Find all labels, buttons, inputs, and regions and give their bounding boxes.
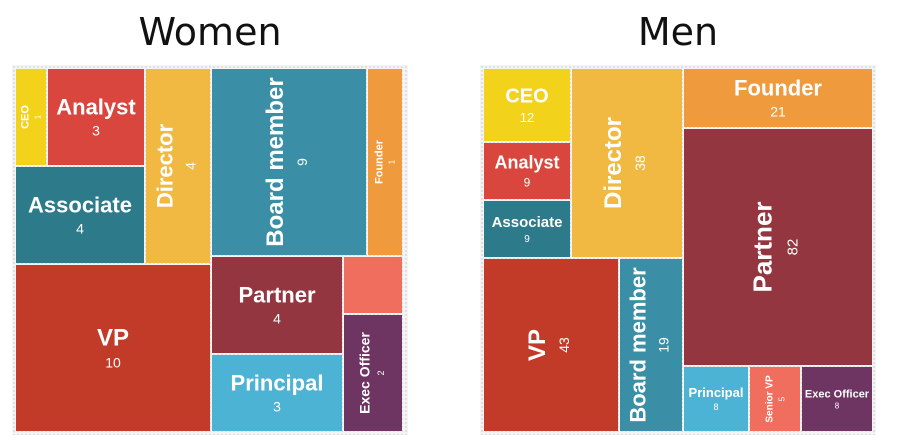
men-value-partner: 82	[784, 239, 801, 256]
men-label-partner: Partner	[748, 201, 778, 292]
men-cell-founder: Founder 21	[684, 69, 872, 127]
women-rect-board-member	[212, 69, 366, 255]
women-cell-board-member: Board member 9	[212, 69, 366, 255]
men-value-analyst: 9	[524, 175, 531, 189]
women-label-vp: VP	[97, 325, 129, 352]
women-panel-title: Women	[138, 10, 282, 54]
men-label-principal: Principal	[689, 385, 744, 400]
women-rect-vp	[16, 265, 210, 431]
men-label-senior-vp: Senior VP	[765, 375, 776, 423]
women-rect-analyst	[48, 69, 144, 165]
men-value-founder: 21	[770, 103, 786, 119]
men-label-vp: VP	[524, 329, 551, 361]
men-cell-director: Director 38	[572, 69, 682, 257]
women-label-director: Director	[153, 123, 178, 208]
women-cell-ceo: CEO 1	[16, 69, 46, 165]
men-value-principal: 8	[713, 402, 718, 412]
women-label-associate: Associate	[28, 192, 132, 217]
women-rect-exec-officer	[344, 315, 402, 431]
men-treemap: CEO 12 Analyst 9 Associate 9 Director 38 Founder…	[484, 69, 872, 431]
men-value-vp: 43	[556, 337, 572, 353]
women-label-principal: Principal	[231, 370, 324, 395]
women-label-board-member: Board member	[262, 77, 289, 246]
women-cell-associate: Associate 4	[16, 167, 144, 263]
women-value-exec-officer: 2	[376, 370, 386, 375]
men-label-founder: Founder	[734, 75, 822, 100]
men-rect-founder	[684, 69, 872, 127]
men-rect-ceo	[484, 69, 570, 141]
men-cell-associate: Associate 9	[484, 201, 570, 257]
men-rect-partner	[684, 129, 872, 365]
men-label-director: Director	[600, 117, 627, 209]
women-label-analyst: Analyst	[56, 94, 136, 119]
women-rect-unlabeled	[344, 257, 402, 313]
men-cell-board-member: Board member 19	[620, 259, 682, 431]
men-value-board-member: 19	[655, 337, 671, 353]
men-cell-partner: Partner 82	[684, 129, 872, 365]
men-rect-board-member	[620, 259, 682, 431]
men-cell-vp: VP 43	[484, 259, 618, 431]
men-rect-principal	[684, 367, 748, 431]
women-value-ceo: 1	[34, 114, 43, 119]
women-rect-partner	[212, 257, 342, 353]
women-rect-ceo	[16, 69, 46, 165]
women-rect-principal	[212, 355, 342, 431]
women-rect-founder	[368, 69, 402, 255]
men-rect-director	[572, 69, 682, 257]
women-cell-unlabeled	[344, 257, 402, 313]
men-value-exec-officer: 8	[835, 402, 840, 411]
women-value-associate: 4	[76, 220, 84, 236]
women-value-director: 4	[182, 162, 198, 170]
men-cell-senior-vp: Senior VP 5	[750, 367, 800, 431]
women-cell-exec-officer: Exec Officer 2	[344, 315, 402, 431]
men-value-associate: 9	[524, 234, 530, 245]
men-label-analyst: Analyst	[494, 153, 559, 173]
men-label-ceo: CEO	[505, 86, 548, 108]
men-label-board-member: Board member	[626, 267, 651, 423]
women-label-exec-officer: Exec Officer	[357, 332, 373, 414]
women-cell-partner: Partner 4	[212, 257, 342, 353]
women-label-ceo: CEO	[19, 105, 31, 129]
women-cell-founder: Founder 1	[368, 69, 402, 255]
men-cell-principal: Principal 8	[684, 367, 748, 431]
women-cell-director: Director 4	[146, 69, 210, 263]
women-value-analyst: 3	[92, 122, 100, 138]
men-value-ceo: 12	[520, 110, 534, 125]
women-value-partner: 4	[273, 310, 281, 326]
men-cell-ceo: CEO 12	[484, 69, 570, 141]
women-value-principal: 3	[273, 398, 281, 414]
men-label-exec-officer: Exec Officer	[805, 388, 870, 400]
women-cell-principal: Principal 3	[212, 355, 342, 431]
men-rect-analyst	[484, 143, 570, 199]
men-value-senior-vp: 5	[777, 396, 786, 401]
women-cell-vp: VP 10	[16, 265, 210, 431]
women-rect-associate	[16, 167, 144, 263]
men-cell-analyst: Analyst 9	[484, 143, 570, 199]
men-value-director: 38	[632, 155, 648, 171]
men-rect-exec-officer	[802, 367, 872, 431]
women-value-board-member: 9	[294, 158, 310, 166]
men-cell-exec-officer: Exec Officer 8	[802, 367, 872, 431]
men-panel-title: Men	[637, 10, 719, 54]
women-rect-director	[146, 69, 210, 263]
men-rect-senior-vp	[750, 367, 800, 431]
women-value-vp: 10	[105, 355, 121, 371]
women-cell-analyst: Analyst 3	[48, 69, 144, 165]
men-rect-associate	[484, 201, 570, 257]
women-value-founder: 1	[388, 159, 397, 164]
men-label-associate: Associate	[492, 214, 563, 231]
men-rect-vp	[484, 259, 618, 431]
women-label-partner: Partner	[238, 282, 315, 307]
women-label-founder: Founder	[373, 139, 385, 184]
